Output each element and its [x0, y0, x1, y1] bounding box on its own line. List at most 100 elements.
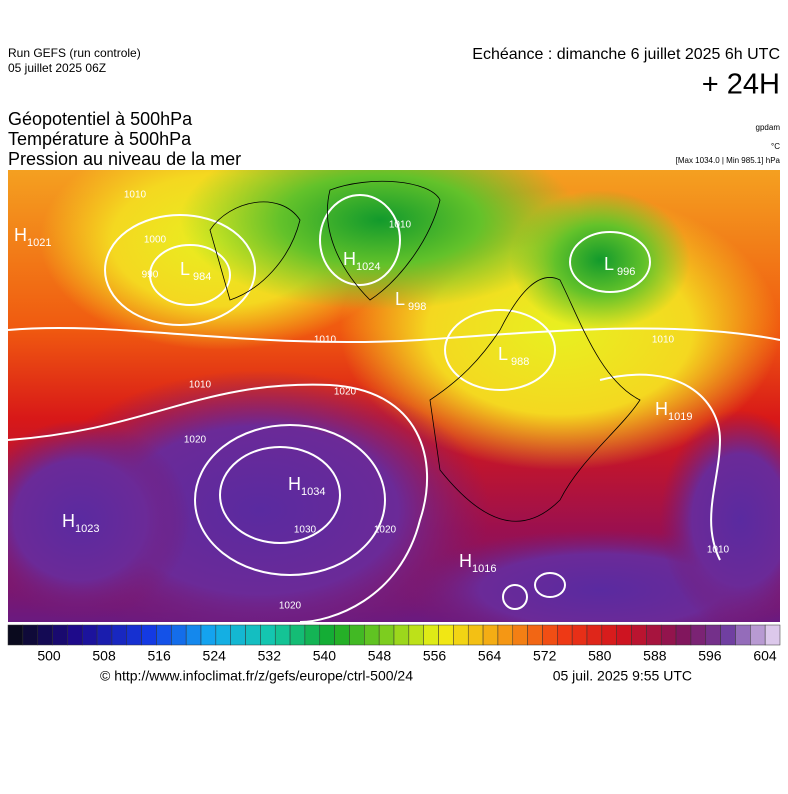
colorbar-tick: 564	[478, 648, 502, 664]
unit: °C	[771, 142, 780, 151]
color-swatch	[230, 624, 246, 646]
color-swatch	[571, 624, 588, 646]
title: Température à 500hPa	[8, 129, 192, 149]
color-swatch	[675, 624, 692, 646]
generated: 05 juil. 2025 9:55 UTC	[553, 668, 692, 684]
color-swatch	[81, 624, 98, 646]
run-date: 05 juillet 2025 06Z	[8, 61, 106, 75]
color-swatch	[185, 624, 202, 646]
color-swatch	[22, 624, 38, 646]
color-swatch	[616, 624, 632, 646]
center-letter: H	[655, 399, 668, 419]
unit: gpdam	[756, 123, 781, 132]
center-letter: H	[14, 225, 27, 245]
colorbar-tick: 596	[698, 648, 722, 664]
color-swatch	[557, 624, 573, 646]
center-value: 996	[617, 266, 635, 278]
color-swatch	[453, 624, 469, 646]
color-swatch	[52, 624, 68, 646]
colorbar-tick: 604	[753, 648, 777, 664]
source: © http://www.infoclimat.fr/z/gefs/europe…	[100, 668, 413, 684]
color-swatch	[497, 624, 514, 646]
color-swatch	[141, 624, 157, 646]
color-swatch	[423, 624, 439, 646]
color-swatch	[319, 624, 335, 646]
center-value: 1023	[75, 523, 99, 535]
center-value: 988	[511, 356, 529, 368]
color-swatch	[96, 624, 113, 646]
color-swatch	[542, 624, 558, 646]
color-swatch	[764, 624, 781, 646]
center-letter: L	[395, 289, 405, 309]
color-swatch	[750, 624, 766, 646]
center-letter: H	[343, 249, 356, 269]
color-swatch	[438, 624, 454, 646]
color-swatch	[274, 624, 291, 646]
colorbar-tick: 508	[92, 648, 116, 664]
colorbar-tick: 572	[533, 648, 557, 664]
isobar-label: 1000	[144, 235, 167, 246]
colorbar-tick: 548	[368, 648, 392, 664]
color-swatch	[289, 624, 306, 646]
isobar-label: 1010	[707, 545, 730, 556]
color-swatch	[527, 624, 543, 646]
colorbar-tick: 516	[147, 648, 171, 664]
color-swatch	[735, 624, 751, 646]
center-letter: H	[288, 474, 301, 494]
color-swatch	[482, 624, 499, 646]
color-swatch	[7, 624, 24, 646]
color-swatch	[67, 624, 83, 646]
colorbar-tick: 500	[37, 648, 61, 664]
isobar-label: 1020	[334, 387, 357, 398]
isobar-label: 1020	[184, 435, 207, 446]
color-swatch	[660, 624, 677, 646]
isobar-label: 1010	[124, 190, 147, 201]
color-swatch	[304, 624, 321, 646]
color-swatch	[512, 624, 528, 646]
lead-time: + 24H	[702, 69, 780, 101]
color-swatch	[720, 624, 736, 646]
color-swatch	[364, 624, 380, 646]
isobar-label: 1010	[189, 380, 212, 391]
colorbar-tick: 532	[258, 648, 282, 664]
colorbar-tick: 556	[423, 648, 447, 664]
color-swatch	[467, 624, 484, 646]
isobar-label: 990	[142, 270, 159, 281]
color-swatch	[601, 624, 617, 646]
title: Géopotentiel à 500hPa	[8, 109, 193, 129]
isobar-label: 1010	[389, 220, 412, 231]
colorbar-tick: 540	[313, 648, 337, 664]
color-swatch	[393, 624, 410, 646]
color-swatch	[37, 624, 53, 646]
isobar-label: 1030	[294, 525, 317, 536]
colorbar-tick: 588	[643, 648, 667, 664]
isobar-label: 1010	[652, 335, 675, 346]
isobar-label: 1010	[314, 335, 337, 346]
color-swatch	[690, 624, 707, 646]
color-swatch	[631, 624, 647, 646]
color-swatch	[111, 624, 128, 646]
center-letter: H	[459, 551, 472, 571]
center-value: 1019	[668, 411, 692, 423]
color-swatch	[260, 624, 276, 646]
color-swatch	[126, 624, 142, 646]
colorbar-tick: 524	[203, 648, 227, 664]
color-swatch	[334, 624, 350, 646]
center-value: 1021	[27, 237, 51, 249]
valid-time: Echéance : dimanche 6 juillet 2025 6h UT…	[472, 46, 780, 63]
color-swatch	[245, 624, 261, 646]
center-value: 1024	[356, 261, 380, 273]
center-letter: L	[180, 259, 190, 279]
unit: [Max 1034.0 | Min 985.1] hPa	[676, 156, 781, 165]
color-swatch	[156, 624, 172, 646]
center-letter: L	[604, 254, 614, 274]
center-letter: L	[498, 344, 508, 364]
center-value: 1034	[301, 486, 325, 498]
center-value: 984	[193, 271, 211, 283]
run: Run GEFS (run controle)	[8, 46, 141, 60]
center-value: 998	[408, 301, 426, 313]
title: Pression au niveau de la mer	[8, 149, 241, 169]
color-swatch	[378, 624, 395, 646]
